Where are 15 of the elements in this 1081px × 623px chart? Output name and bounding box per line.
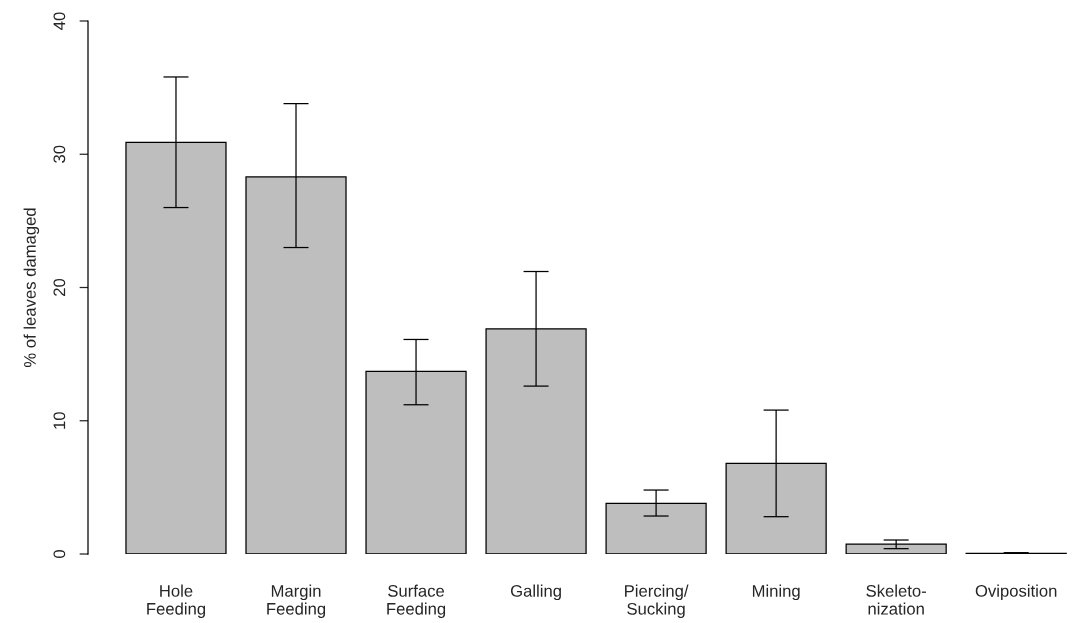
y-tick-label: 30 (53, 145, 66, 163)
x-tick-label: Mining (752, 584, 800, 601)
x-tick-label: Galling (510, 584, 561, 601)
x-tick-label: Piercing/ Sucking (625, 584, 689, 619)
x-tick-label: Hole Feeding (147, 584, 206, 619)
x-tick-label: Surface Feeding (387, 584, 446, 619)
x-tick-label: Oviposition (975, 584, 1057, 601)
x-tick-label: Margin Feeding (267, 584, 326, 619)
y-tick-label: 40 (53, 12, 66, 30)
bar (845, 543, 947, 554)
x-tick-label: Skeleto- nization (866, 584, 926, 615)
y-tick-label: 0 (53, 550, 66, 558)
y-axis-title: % of leaves damaged (23, 208, 40, 368)
y-tick-label: 20 (53, 278, 66, 296)
y-tick-label: 10 (53, 412, 66, 429)
